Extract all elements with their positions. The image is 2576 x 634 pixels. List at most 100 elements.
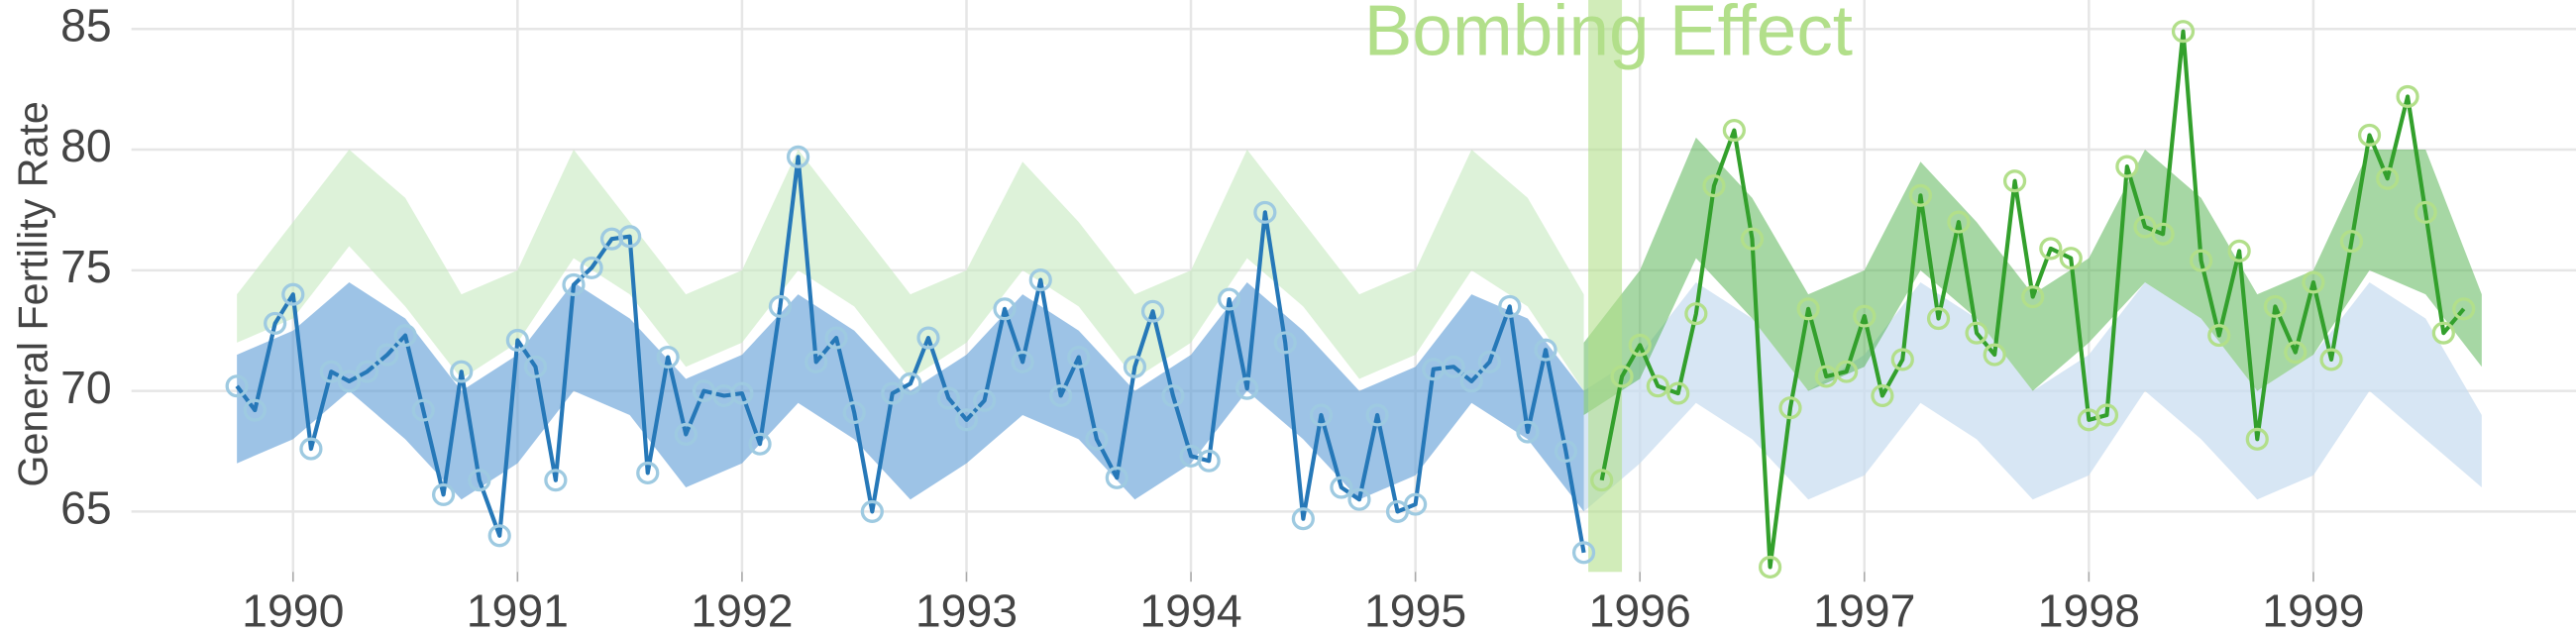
- data-point: [2302, 270, 2325, 294]
- data-point: [1890, 348, 1914, 371]
- data-point: [2263, 294, 2288, 318]
- data-point: [1049, 383, 1073, 408]
- data-point: [580, 256, 603, 279]
- x-tick-label: 1991: [467, 585, 569, 634]
- data-point: [2171, 20, 2196, 44]
- data-point: [1684, 302, 1708, 326]
- data-point: [562, 272, 586, 296]
- data-point: [954, 408, 979, 432]
- data-point: [281, 282, 305, 306]
- interval-band: [237, 282, 1584, 512]
- x-tick-label: 1992: [691, 585, 793, 634]
- data-point: [523, 355, 548, 378]
- data-point: [1534, 338, 1557, 362]
- data-point: [2227, 239, 2251, 263]
- data-point: [1554, 439, 1578, 464]
- data-point: [618, 225, 642, 249]
- data-point: [1404, 492, 1428, 516]
- data-point: [1516, 420, 1540, 444]
- data-point: [1253, 200, 1277, 224]
- data-point: [824, 326, 848, 350]
- data-point: [243, 398, 267, 422]
- data-point: [1347, 487, 1371, 511]
- data-point: [1983, 343, 2006, 367]
- data-point: [2151, 222, 2175, 246]
- data-point: [2039, 237, 2063, 261]
- data-point: [487, 524, 511, 548]
- y-tick-label: 70: [60, 362, 112, 413]
- interval-band: [237, 150, 1584, 391]
- y-tick-label: 85: [60, 0, 112, 51]
- data-point: [431, 482, 456, 506]
- data-point: [2414, 200, 2437, 224]
- data-point: [881, 381, 905, 405]
- x-tick-label: 1994: [1139, 585, 1241, 634]
- x-tick-label: 1999: [2262, 585, 2364, 634]
- x-tick-label: 1995: [1364, 585, 1466, 634]
- annotation: Bombing Effect: [1364, 0, 1853, 70]
- data-point: [1217, 287, 1241, 311]
- data-point: [2431, 321, 2455, 345]
- data-point: [730, 381, 754, 405]
- data-point: [1365, 403, 1389, 427]
- data-point: [1853, 304, 1877, 328]
- data-point: [2245, 427, 2269, 451]
- data-point: [1309, 403, 1334, 427]
- data-point: [973, 388, 997, 412]
- data-point: [1571, 541, 1596, 565]
- data-point: [1947, 210, 1971, 234]
- data-point: [2357, 123, 2382, 147]
- x-tick-label: 1993: [915, 585, 1018, 634]
- data-point: [1123, 355, 1147, 378]
- data-point: [1235, 376, 1259, 400]
- data-point: [1610, 365, 1634, 388]
- data-point: [636, 461, 660, 484]
- data-point: [1796, 297, 1820, 321]
- data-point: [1459, 370, 1483, 393]
- data-point: [1105, 466, 1128, 489]
- data-point: [1590, 469, 1614, 492]
- data-point: [1330, 476, 1353, 499]
- data-point: [450, 360, 474, 383]
- data-point: [993, 297, 1017, 321]
- data-point: [1140, 299, 1165, 323]
- data-point: [299, 437, 323, 461]
- data-point: [2094, 403, 2119, 427]
- data-point: [786, 145, 810, 168]
- data-point: [319, 360, 343, 383]
- data-point: [2284, 341, 2308, 365]
- data-point: [1702, 174, 1726, 198]
- data-point: [1646, 374, 1669, 398]
- data-point: [1926, 306, 1951, 331]
- data-point: [355, 360, 379, 383]
- data-point: [1871, 383, 1894, 408]
- data-point: [1498, 294, 1522, 318]
- data-point: [2190, 249, 2213, 272]
- data-point: [1291, 507, 1315, 531]
- data-point: [2339, 230, 2364, 254]
- data-point: [1197, 449, 1221, 473]
- data-point: [2021, 285, 2045, 309]
- data-point: [916, 326, 940, 350]
- data-point: [860, 499, 884, 523]
- data-point: [2002, 169, 2027, 193]
- data-point: [1161, 383, 1185, 408]
- data-point: [1908, 183, 1933, 207]
- data-point: [1085, 427, 1109, 451]
- data-point: [768, 294, 793, 318]
- interval-band: [1583, 282, 2482, 512]
- data-point: [376, 343, 399, 367]
- data-point: [1028, 268, 1052, 292]
- data-point: [805, 350, 828, 373]
- data-point: [842, 401, 866, 425]
- data-point: [1759, 555, 1782, 579]
- data-point: [899, 371, 922, 395]
- data-point: [1722, 118, 1746, 143]
- data-point: [1273, 331, 1297, 355]
- x-tick-label: 1997: [1813, 585, 1915, 634]
- data-point: [2376, 166, 2400, 190]
- data-point: [748, 432, 772, 456]
- data-point: [1778, 396, 1802, 420]
- x-tick-label: 1990: [242, 585, 344, 634]
